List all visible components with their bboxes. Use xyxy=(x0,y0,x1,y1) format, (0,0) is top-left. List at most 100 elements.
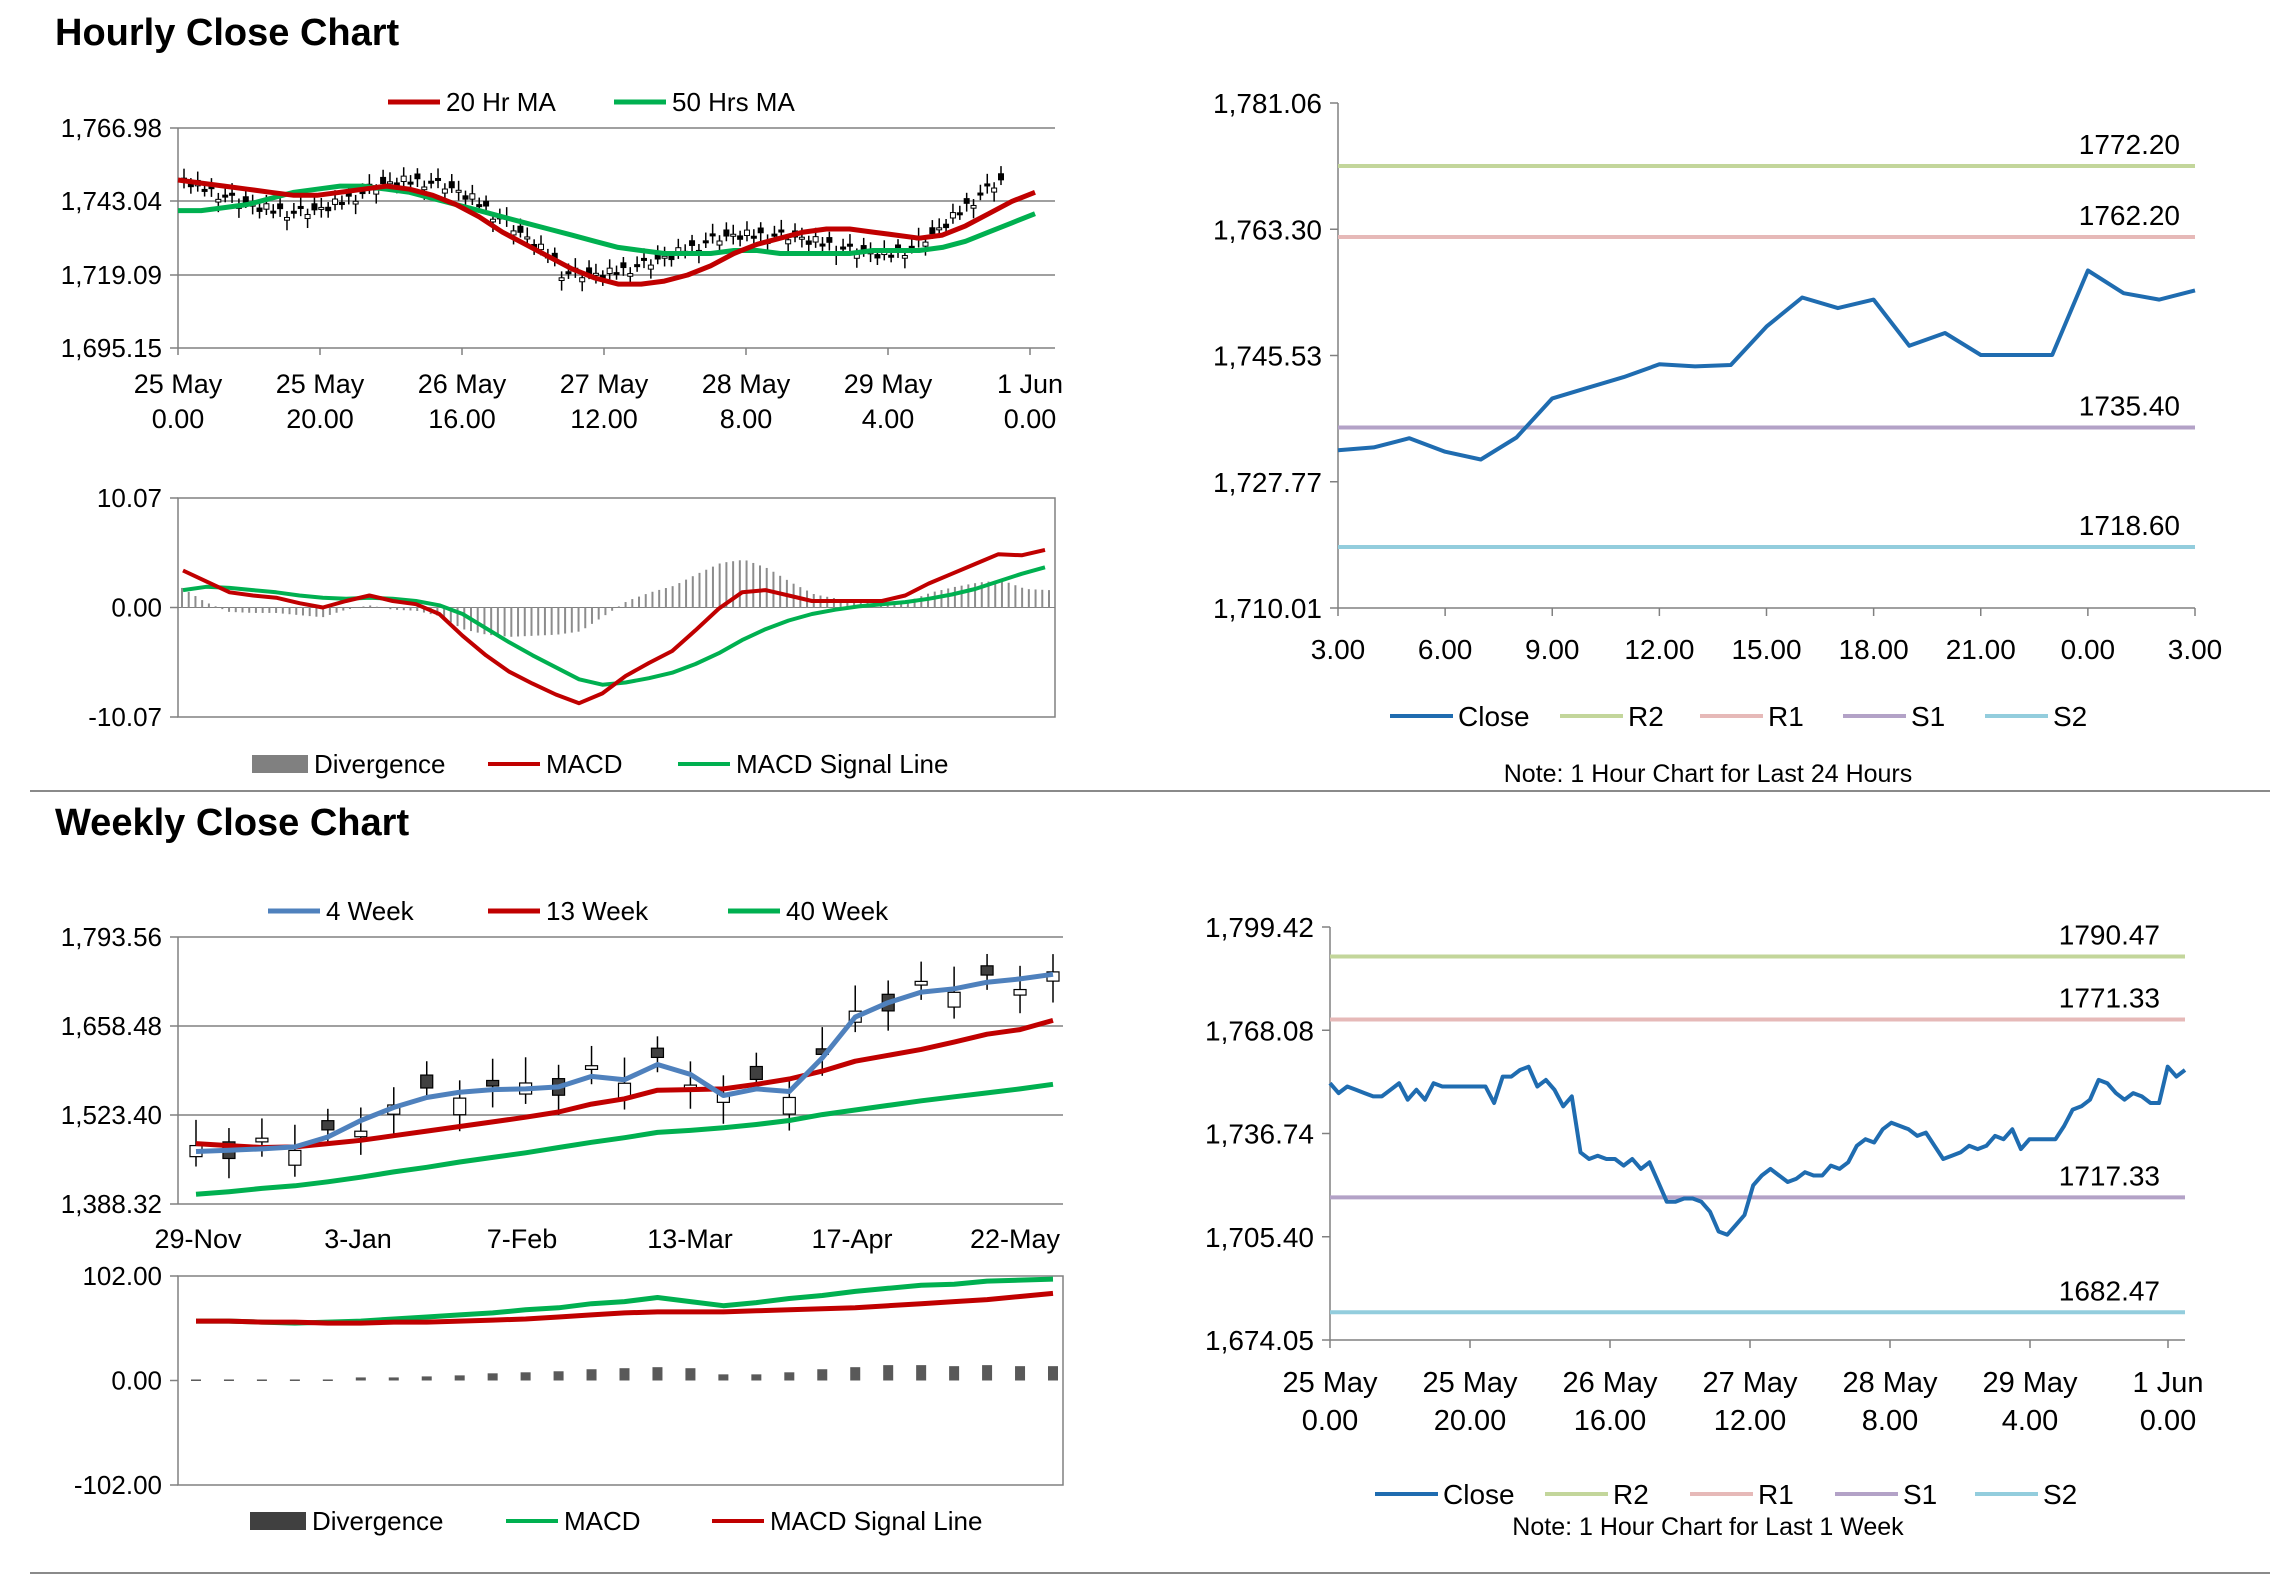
weekly-level-s1-label: 1717.33 xyxy=(2059,1160,2160,1191)
weekly-candle-body xyxy=(321,1120,335,1131)
weekly-close-ytick: 1,768.08 xyxy=(1205,1015,1314,1046)
hourly-price-xtick-date: 25 May xyxy=(276,369,365,399)
weekly-candle-body xyxy=(650,1047,665,1059)
hourly-close-xtick: 12.00 xyxy=(1624,634,1694,665)
hourly-price-xtick-date: 26 May xyxy=(418,369,507,399)
hourly-candle-body xyxy=(332,198,339,205)
hourly-candle-body xyxy=(640,257,647,261)
weekly-divergence-bar xyxy=(1048,1366,1058,1381)
weekly-divergence-bar xyxy=(322,1379,333,1381)
hourly-candle-body xyxy=(819,243,826,247)
hourly-candle-body xyxy=(647,264,654,270)
hourly-candle-body xyxy=(874,254,881,259)
weekly-close-xtick-time: 8.00 xyxy=(1862,1405,1918,1437)
hourly-candle-body xyxy=(414,173,421,180)
weekly-candle-body xyxy=(914,980,928,986)
weekly-divergence-bar xyxy=(388,1377,399,1381)
weekly-close-xtick-date: 1 Jun xyxy=(2133,1367,2204,1399)
hourly-candle-body xyxy=(956,212,963,216)
hourly-section-title: Hourly Close Chart xyxy=(55,12,400,54)
hourly-candle-body xyxy=(304,213,311,220)
weekly-close-xtick-time: 16.00 xyxy=(1574,1405,1647,1437)
weekly-divergence-bar xyxy=(916,1365,927,1381)
hourly-macd-line xyxy=(182,547,1046,706)
legend-weekly-r2: R2 xyxy=(1613,1479,1649,1510)
hourly-candle-body xyxy=(407,181,414,185)
hourly-candle-body xyxy=(201,188,208,192)
hourly-candle-body xyxy=(936,227,943,231)
weekly-price-ytick: 1,658.48 xyxy=(61,1011,162,1041)
weekly-candle-body xyxy=(453,1097,467,1116)
hourly-close-ytick: 1,763.30 xyxy=(1213,214,1322,245)
legend-weekly-close: Close xyxy=(1443,1479,1515,1510)
hourly-macd-signal-line xyxy=(182,565,1046,687)
hourly-candle-body xyxy=(627,273,634,277)
weekly-divergence-bar xyxy=(817,1369,828,1381)
hourly-price-xtick-time: 12.00 xyxy=(570,404,638,434)
hourly-candle-body xyxy=(840,246,847,250)
bottom-divider xyxy=(30,1572,2270,1574)
hourly-candle-body xyxy=(558,277,565,281)
legend-20hr-ma: 20 Hr MA xyxy=(446,87,556,117)
hourly-close-xtick: 15.00 xyxy=(1731,634,1801,665)
hourly-candle-body xyxy=(613,272,620,276)
hourly-candle-body xyxy=(826,237,833,243)
weekly-divergence-bar xyxy=(949,1366,960,1381)
weekly-candle-body xyxy=(980,965,994,976)
hourly-candle-body xyxy=(778,229,785,233)
hourly-price-xtick-date: 1 Jun xyxy=(997,369,1063,399)
weekly-close-xtick-date: 28 May xyxy=(1842,1367,1938,1399)
section-divider xyxy=(30,790,2270,792)
hourly-candle-body xyxy=(922,241,929,247)
weekly-candle-body xyxy=(420,1074,434,1089)
hourly-candle-body xyxy=(812,236,819,243)
legend-weekly-s1: S1 xyxy=(1903,1479,1937,1510)
legend-hourly-s1: S1 xyxy=(1911,701,1945,732)
hourly-candle-body xyxy=(448,181,455,189)
hourly-close-xtick: 6.00 xyxy=(1418,634,1473,665)
hourly-candle-body xyxy=(400,175,407,183)
hourly-candle-body xyxy=(222,194,229,198)
legend-hourly-divergence: Divergence xyxy=(314,749,446,779)
hourly-candle-body xyxy=(606,267,613,275)
hourly-price-xtick-date: 29 May xyxy=(844,369,933,399)
legend-hourly-macd-signal: MACD Signal Line xyxy=(736,749,948,779)
hourly-candle-body xyxy=(949,212,956,219)
legend-weekly-r1: R1 xyxy=(1758,1479,1794,1510)
hourly-candle-body xyxy=(517,225,524,233)
hourly-candle-body xyxy=(805,240,812,245)
hourly-candle-body xyxy=(689,240,696,246)
hourly-close-xtick: 3.00 xyxy=(2168,634,2223,665)
legend-weekly-macd-signal: MACD Signal Line xyxy=(770,1506,982,1536)
hourly-candle-body xyxy=(338,202,345,206)
weekly-divergence-bar xyxy=(289,1379,300,1381)
legend-4-week: 4 Week xyxy=(326,896,415,926)
legend-hourly-r1: R1 xyxy=(1768,701,1804,732)
hourly-price-ytick: 1,695.15 xyxy=(61,333,162,363)
hourly-candle-body xyxy=(270,210,277,214)
legend-50hrs-ma: 50 Hrs MA xyxy=(672,87,795,117)
hourly-candle-body xyxy=(373,189,380,195)
hourly-price-ytick: 1,743.04 xyxy=(61,186,162,216)
weekly-40-week-line xyxy=(195,1081,1054,1197)
weekly-close-xtick-date: 25 May xyxy=(1422,1367,1518,1399)
weekly-close-xtick-time: 0.00 xyxy=(1302,1405,1358,1437)
weekly-divergence-bar xyxy=(520,1372,531,1381)
weekly-price-ytick: 1,388.32 xyxy=(61,1189,162,1219)
hourly-price-xtick-date: 27 May xyxy=(560,369,649,399)
hourly-close-note: Note: 1 Hour Chart for Last 24 Hours xyxy=(1504,760,1913,788)
hourly-candle-body xyxy=(538,243,545,251)
weekly-candle-body xyxy=(584,1065,599,1071)
weekly-macd-ytick: 0.00 xyxy=(111,1366,162,1396)
weekly-price-xtick: 22-May xyxy=(970,1224,1061,1254)
hourly-price-xtick-date: 25 May xyxy=(134,369,223,399)
hourly-candle-body xyxy=(785,239,792,245)
weekly-candle-body xyxy=(486,1079,500,1087)
hourly-candle-body xyxy=(737,235,744,240)
weekly-candle-body xyxy=(255,1137,269,1143)
legend-hourly-s2: S2 xyxy=(2053,701,2087,732)
hourly-close-xtick: 21.00 xyxy=(1946,634,2016,665)
weekly-price-ytick: 1,793.56 xyxy=(61,922,162,952)
weekly-divergence-bar xyxy=(191,1379,201,1381)
